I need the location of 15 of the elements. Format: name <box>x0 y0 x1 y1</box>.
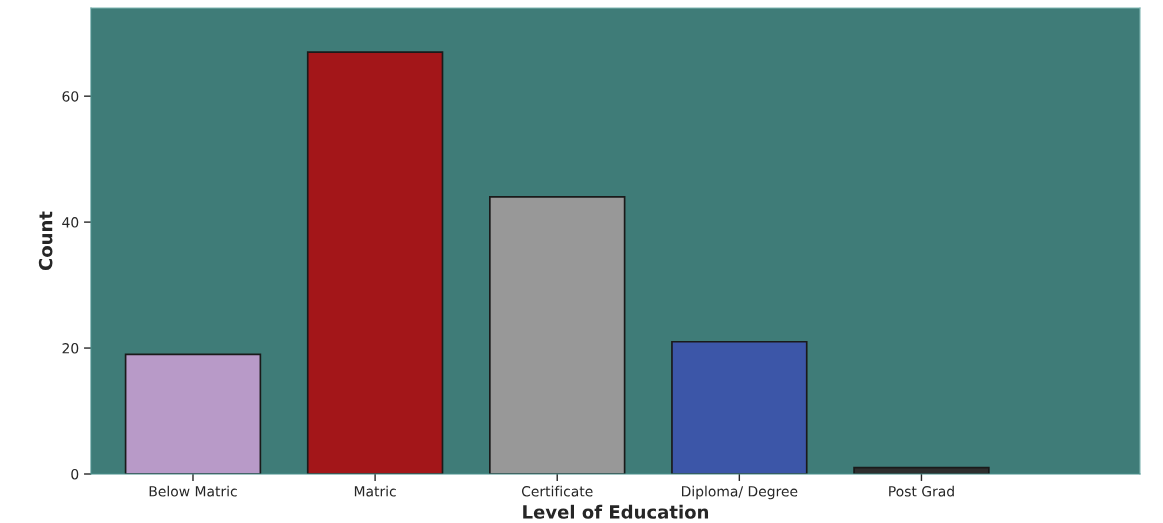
y-tick-label: 20 <box>62 343 79 354</box>
x-tick-label: Certificate <box>521 485 593 497</box>
bar <box>306 51 444 474</box>
y-tick-label: 0 <box>71 468 79 480</box>
x-tick-label: Matric <box>354 485 396 497</box>
bar <box>124 353 262 474</box>
bar <box>671 340 808 474</box>
x-tick-label: Diploma/ Degree <box>682 485 798 500</box>
y-tick-label: 60 <box>62 91 79 102</box>
x-tick-label: Below Matric <box>149 485 237 497</box>
x-axis-title: Level of Education <box>523 504 709 519</box>
bar <box>489 196 626 474</box>
y-axis-title: Count <box>38 211 53 271</box>
x-tick-label: Post Grad <box>889 485 954 497</box>
y-tick-label: 40 <box>62 217 79 228</box>
